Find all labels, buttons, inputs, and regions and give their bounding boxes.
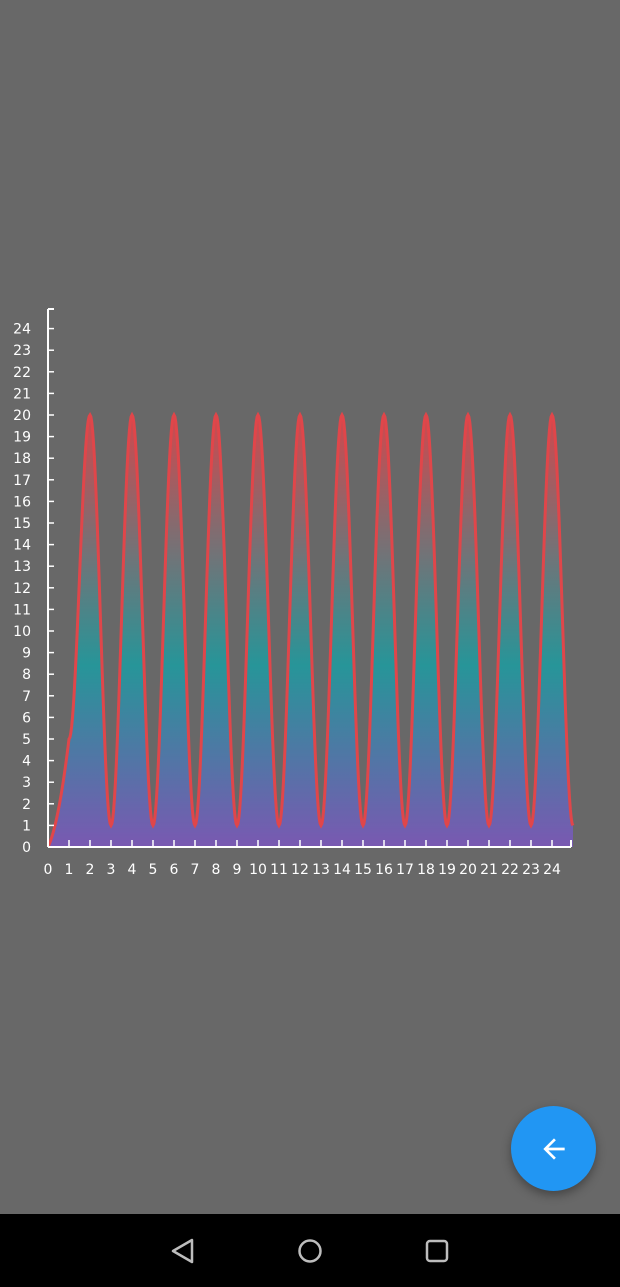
x-tick-label: 11 <box>270 862 288 878</box>
y-tick-label: 14 <box>13 538 31 554</box>
y-tick-label: 1 <box>22 818 31 834</box>
x-tick-label: 1 <box>65 862 74 878</box>
nav-home-button[interactable] <box>291 1232 329 1270</box>
recents-square-icon <box>425 1239 449 1263</box>
arrow-left-icon <box>542 1137 565 1160</box>
y-tick-label: 20 <box>13 408 31 424</box>
y-tick-label: 22 <box>13 365 31 381</box>
y-tick-label: 21 <box>13 386 31 402</box>
y-tick-label: 19 <box>13 430 31 446</box>
home-circle-icon <box>298 1239 322 1263</box>
y-tick-label: 9 <box>22 646 31 662</box>
y-tick-label: 23 <box>13 343 31 359</box>
y-tick-label: 5 <box>22 732 31 748</box>
x-tick-label: 24 <box>543 862 561 878</box>
x-tick-label: 16 <box>375 862 393 878</box>
y-tick-label: 15 <box>13 516 31 532</box>
y-tick-label: 12 <box>13 581 31 597</box>
x-tick-label: 14 <box>333 862 351 878</box>
y-tick-label: 7 <box>22 689 31 705</box>
x-tick-label: 22 <box>501 862 519 878</box>
y-tick-label: 10 <box>13 624 31 640</box>
y-tick-label: 8 <box>22 667 31 683</box>
back-triangle-icon <box>171 1238 194 1264</box>
x-tick-label: 18 <box>417 862 435 878</box>
x-tick-label: 13 <box>312 862 330 878</box>
y-tick-label: 17 <box>13 473 31 489</box>
x-tick-label: 23 <box>522 862 540 878</box>
x-tick-label: 6 <box>170 862 179 878</box>
y-tick-label: 13 <box>13 559 31 575</box>
y-tick-label: 11 <box>13 602 31 618</box>
x-tick-label: 17 <box>396 862 414 878</box>
x-tick-label: 21 <box>480 862 498 878</box>
x-tick-label: 7 <box>191 862 200 878</box>
x-tick-label: 8 <box>212 862 221 878</box>
back-fab-button[interactable] <box>511 1106 596 1191</box>
nav-recents-button[interactable] <box>418 1232 456 1270</box>
x-tick-label: 9 <box>233 862 242 878</box>
x-tick-label: 3 <box>107 862 116 878</box>
x-tick-label: 20 <box>459 862 477 878</box>
system-navigation-bar <box>0 1214 620 1287</box>
x-tick-label: 12 <box>291 862 309 878</box>
x-tick-label: 4 <box>128 862 137 878</box>
x-tick-label: 5 <box>149 862 158 878</box>
y-tick-label: 0 <box>22 840 31 856</box>
x-tick-label: 0 <box>44 862 53 878</box>
y-tick-label: 16 <box>13 494 31 510</box>
y-tick-label: 2 <box>22 797 31 813</box>
x-tick-label: 2 <box>86 862 95 878</box>
x-tick-label: 10 <box>249 862 267 878</box>
series-line <box>46 411 575 848</box>
y-tick-label: 6 <box>22 710 31 726</box>
y-tick-label: 18 <box>13 451 31 467</box>
y-tick-label: 4 <box>22 754 31 770</box>
y-tick-label: 3 <box>22 775 31 791</box>
x-tick-label: 15 <box>354 862 372 878</box>
x-tick-label: 19 <box>438 862 456 878</box>
nav-back-button[interactable] <box>164 1232 202 1270</box>
y-tick-label: 24 <box>13 322 31 338</box>
